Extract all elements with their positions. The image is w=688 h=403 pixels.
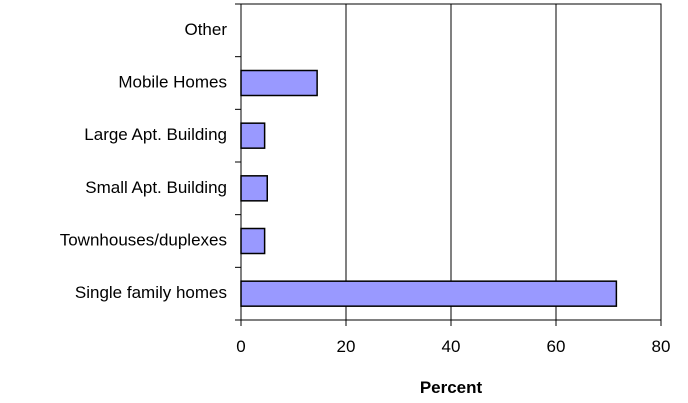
category-label: Mobile Homes <box>118 72 227 91</box>
x-tick-label: 20 <box>337 337 356 356</box>
bars <box>240 69 618 307</box>
bar <box>240 227 266 255</box>
category-label: Large Apt. Building <box>84 125 227 144</box>
axes <box>235 3 662 326</box>
x-axis-title: Percent <box>420 378 483 397</box>
bar <box>240 175 268 202</box>
x-tick-label: 60 <box>547 337 566 356</box>
category-label: Single family homes <box>75 283 227 302</box>
x-tick-label: 0 <box>236 337 245 356</box>
gridlines <box>345 4 557 320</box>
bar <box>240 122 266 149</box>
bar <box>240 69 318 97</box>
x-tick-labels: 0 20 40 60 80 <box>236 337 670 356</box>
category-labels: Other Mobile Homes Large Apt. Building Smal… <box>60 20 228 302</box>
x-tick-label: 40 <box>442 337 461 356</box>
bar <box>240 280 618 307</box>
x-tick-label: 80 <box>652 337 671 356</box>
category-label: Small Apt. Building <box>85 178 227 197</box>
category-label: Townhouses/duplexes <box>60 230 227 249</box>
category-label: Other <box>184 20 227 39</box>
